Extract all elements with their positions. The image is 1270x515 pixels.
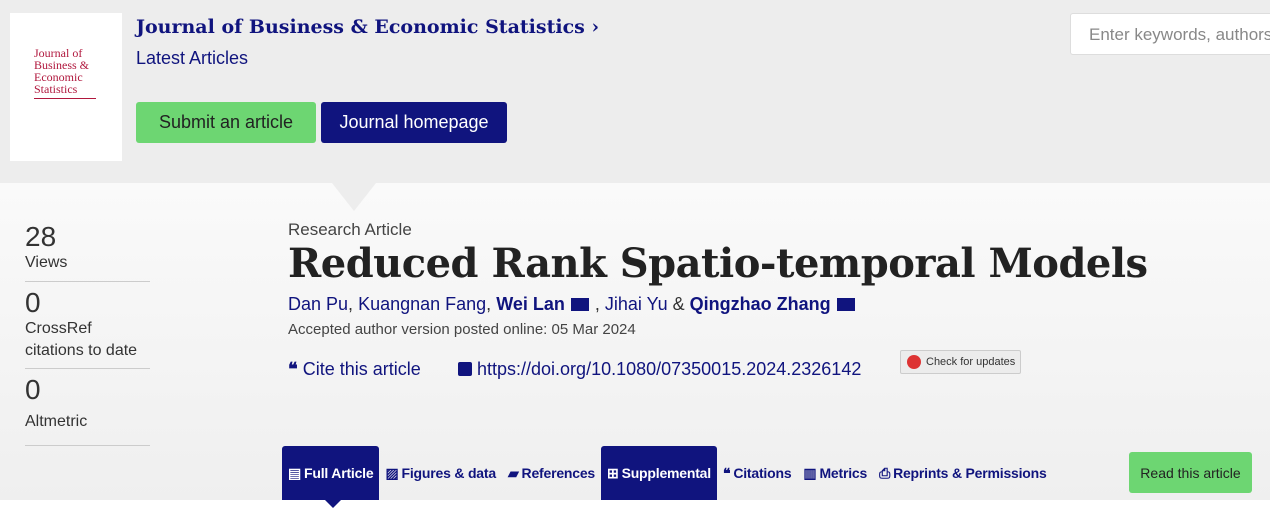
author-separator: , [486, 294, 497, 314]
active-tab-pointer [325, 500, 341, 508]
plus-square-icon: ⊞ [607, 464, 619, 481]
file-icon: ▤ [288, 464, 302, 481]
tab-references[interactable]: ▰ References [502, 446, 601, 500]
metric-label: Views [25, 254, 68, 271]
author-link[interactable]: Kuangnan Fang [358, 294, 487, 314]
journal-title: Journal of Business & Economic Statistic… [136, 16, 585, 38]
accepted-date: Accepted author version posted online: 0… [288, 321, 636, 338]
journal-homepage-button[interactable]: Journal homepage [321, 102, 507, 143]
author-separator: & [667, 294, 690, 314]
journal-title-link[interactable]: Journal of Business & Economic Statistic… [136, 16, 599, 38]
article-tabs: ▤ Full Article ▨ Figures & data ▰ References ⊞… [282, 446, 1053, 500]
journal-cover[interactable]: Journal of Business & Economic Statistic… [10, 13, 122, 161]
doi-text: https://doi.org/10.1080/07350015.2024.23… [477, 359, 862, 379]
author-link[interactable]: Dan Pu [288, 294, 349, 314]
tab-supplemental[interactable]: ⊞ Supplemental [601, 446, 717, 500]
print-icon: ⎙ [879, 464, 891, 481]
envelope-icon[interactable] [836, 298, 855, 311]
tab-reprints-permissions[interactable]: ⎙ Reprints & Permissions [873, 446, 1053, 500]
submit-article-button[interactable]: Submit an article [136, 102, 316, 143]
article-type: Research Article [288, 220, 412, 239]
cover-title: Journal of Business & Economic Statistic… [34, 46, 90, 96]
tab-label: Supplemental [621, 465, 712, 481]
author-link[interactable]: Jihai Yu [604, 294, 668, 314]
doi-link[interactable]: https://doi.org/10.1080/07350015.2024.23… [458, 359, 861, 380]
crossmark-icon [907, 355, 921, 369]
cover-rule [34, 98, 96, 99]
read-article-button[interactable]: Read this article [1129, 452, 1252, 493]
cite-article-button[interactable]: ❝ Cite this article [288, 359, 421, 380]
metric-value: 0 [25, 374, 41, 405]
cite-label: Cite this article [302, 359, 421, 379]
search-input[interactable]: Enter keywords, authors, DOI [1070, 13, 1270, 55]
tab-label: Full Article [304, 465, 374, 481]
book-icon: ▰ [507, 464, 519, 481]
author-link[interactable]: Qingzhao Zhang [689, 294, 831, 314]
tab-label: Figures & data [401, 465, 497, 481]
altmetric-metric[interactable]: 0 Altmetric [25, 375, 150, 446]
views-metric: 28 Views [25, 222, 150, 282]
quote-icon: ❝ [288, 359, 298, 379]
tab-label: Citations [733, 465, 792, 481]
journal-header [0, 0, 1270, 183]
author-list: Dan Pu, Kuangnan Fang, Wei Lan, Jihai Yu… [288, 294, 861, 315]
tab-full-article[interactable]: ▤ Full Article [282, 446, 380, 500]
article-title: Reduced Rank Spatio-temporal Models [288, 240, 1148, 287]
tab-label: Metrics [819, 465, 868, 481]
metric-label: CrossRef citations to date [25, 320, 138, 359]
tab-citations[interactable]: ❝ Citations [717, 446, 797, 500]
tab-figures-data[interactable]: ▨ Figures & data [379, 446, 501, 500]
metric-value: 0 [25, 287, 41, 318]
check-updates-label: Check for updates [926, 356, 1016, 368]
metric-value: 28 [25, 221, 57, 252]
tab-label: Reprints & Permissions [893, 465, 1047, 481]
quote-icon: ❝ [722, 464, 731, 481]
bar-chart-icon: ▥ [803, 464, 817, 481]
latest-articles-link[interactable]: Latest Articles [136, 48, 249, 68]
check-for-updates-button[interactable]: Check for updates [900, 350, 1021, 374]
tab-metrics[interactable]: ▥ Metrics [797, 446, 873, 500]
author-separator: , [348, 294, 359, 314]
author-separator: , [594, 294, 605, 314]
header-pointer [332, 183, 376, 211]
image-icon: ▨ [385, 464, 399, 481]
metric-label: Altmetric [25, 413, 88, 430]
envelope-icon[interactable] [570, 298, 589, 311]
chevron-right-icon: › [591, 16, 600, 38]
crossref-metric[interactable]: 0 CrossRef citations to date [25, 288, 150, 369]
tab-label: References [521, 465, 596, 481]
external-link-icon [458, 362, 472, 376]
author-link[interactable]: Wei Lan [496, 294, 565, 314]
